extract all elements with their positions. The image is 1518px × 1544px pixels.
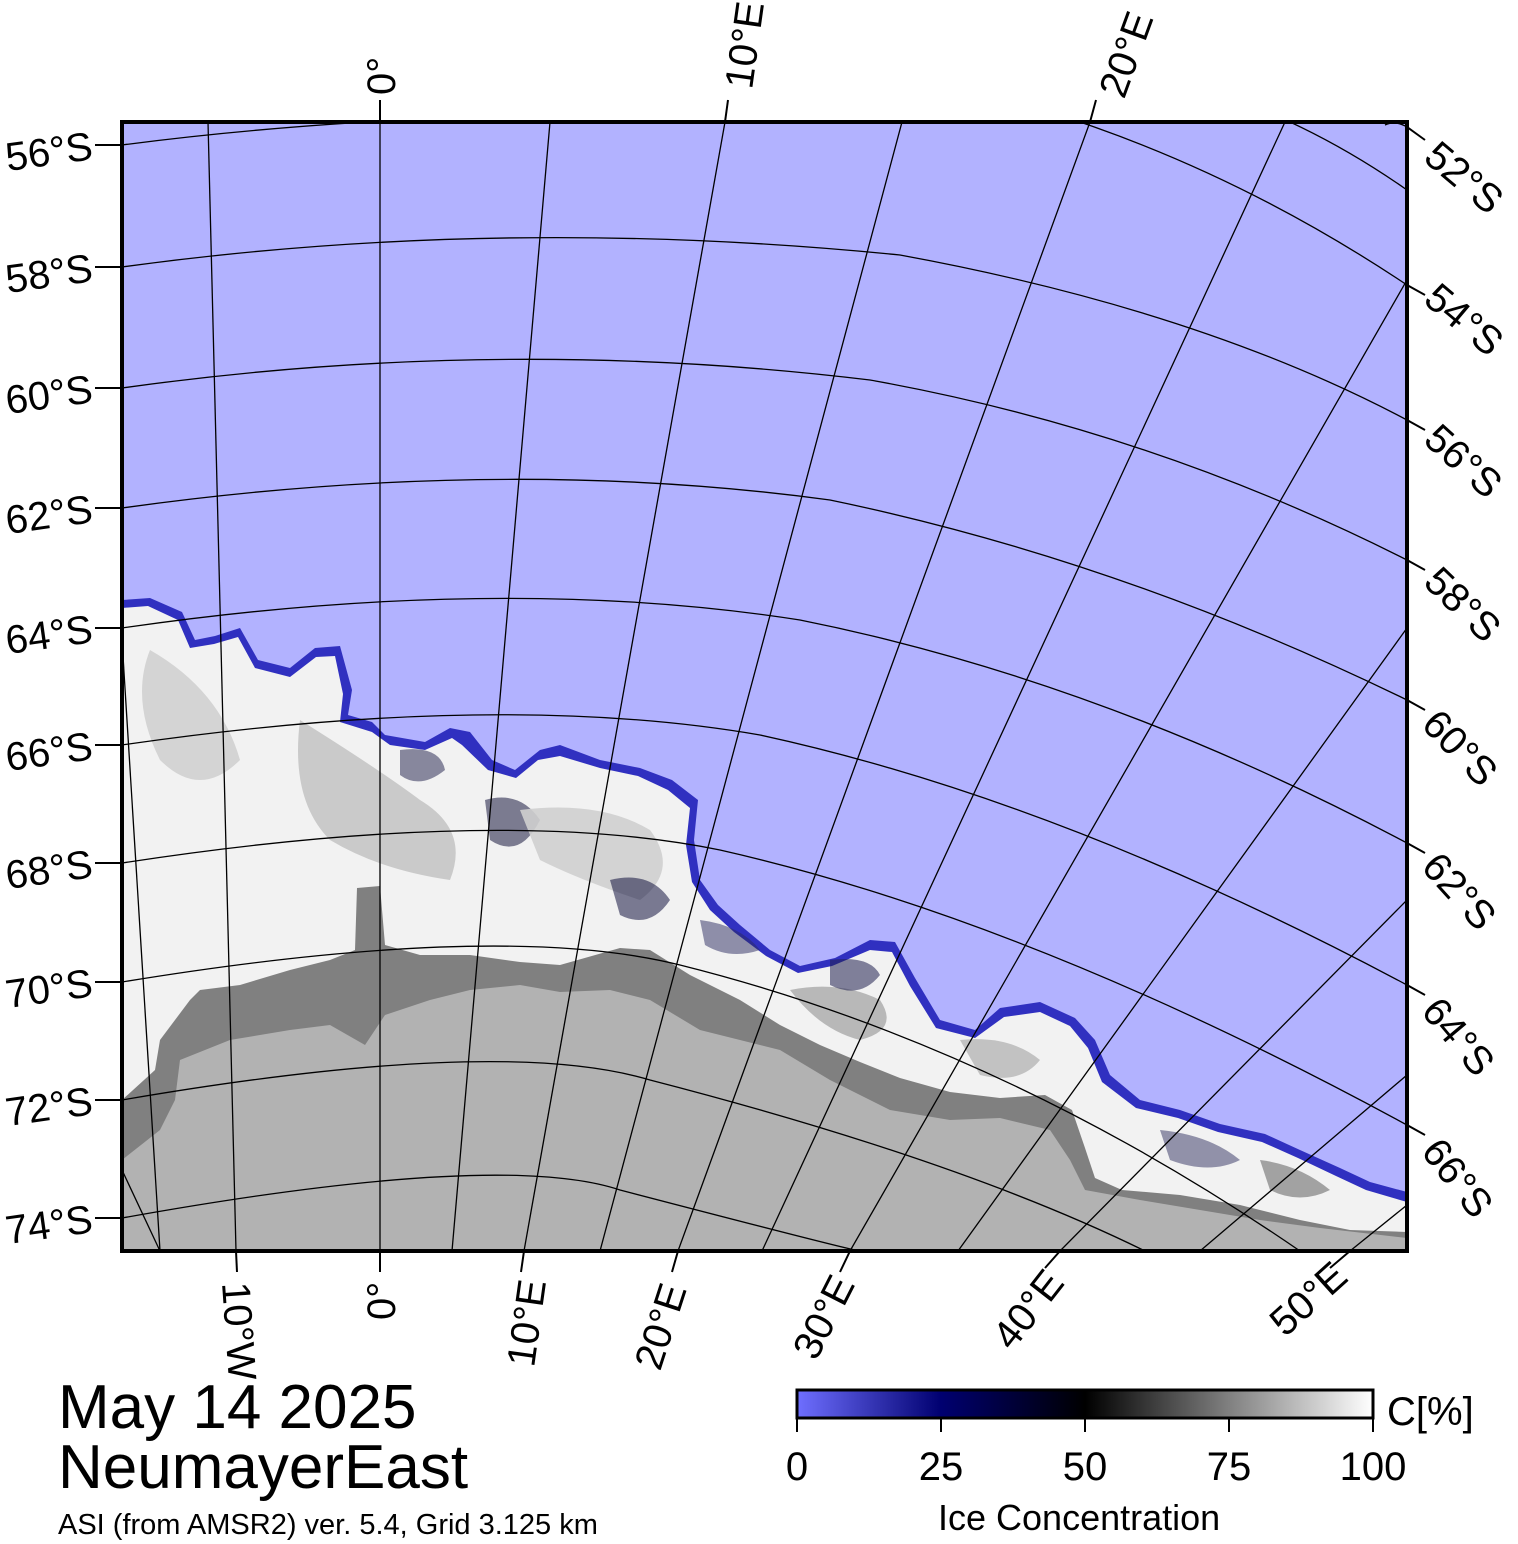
parallel-74S (122, 1174, 861, 1251)
lat-label-64S: 64°S (3, 607, 95, 663)
lon-label-30E: 30°E (785, 1268, 864, 1366)
map-frame (120, 120, 1409, 1253)
graticule (122, 122, 1407, 1251)
meridian-15E (599, 122, 903, 1251)
land (122, 985, 1407, 1251)
lon-label-20E-bottom: 20°E (627, 1278, 696, 1375)
parallel-68S (122, 829, 1407, 1126)
date-label: May 14 2025 (58, 1373, 417, 1442)
right-lat-labels: 52°S 54°S 56°S 58°S 60°S 62°S 64°S 66°S (1413, 133, 1511, 1226)
meridian-35E (957, 627, 1407, 1251)
parallel-56S (122, 122, 1407, 286)
bottom-lon-labels: 10°W 0° 10°E 20°E 30°E 40°E 50°E (213, 1254, 1356, 1382)
lat-label-60S: 60°S (3, 367, 95, 423)
lat-label-58S: 58°S (3, 246, 95, 302)
meridian-5E (451, 122, 551, 1251)
parallel-64S (122, 597, 1407, 844)
meridian-45E (1199, 1074, 1407, 1251)
parallel-62S (122, 478, 1407, 701)
lat-label-62S-right: 62°S (1413, 845, 1504, 939)
parallel-66S (122, 714, 1407, 986)
colorbar-tick-25: 25 (919, 1445, 964, 1489)
colorbar-tick-100: 100 (1340, 1445, 1407, 1489)
colorbar-tick-0: 0 (786, 1445, 808, 1489)
lat-label-62S: 62°S (3, 487, 95, 543)
colorbar-gradient (795, 1388, 1375, 1420)
meridian-50E (1349, 1204, 1407, 1251)
meridian-5W (122, 1169, 161, 1251)
top-lon-labels: 0° 10°E 20°E (360, 0, 1162, 103)
meridian-25E (761, 122, 1286, 1251)
tick-marks (95, 99, 1426, 1273)
lat-label-68S: 68°S (3, 842, 95, 898)
parallel-70S (122, 945, 1301, 1251)
parallel-54S (1289, 122, 1407, 191)
meridian-20W (122, 639, 161, 1251)
lon-label-50E: 50°E (1262, 1254, 1356, 1345)
lat-label-72S: 72°S (3, 1079, 95, 1135)
lon-label-10W: 10°W (213, 1281, 264, 1382)
map-area (122, 122, 1407, 1251)
meridian-10W (207, 122, 237, 1251)
colorbar-tick-50: 50 (1063, 1445, 1108, 1489)
colorbar-label: Ice Concentration (938, 1497, 1221, 1538)
left-lat-labels: 56°S 58°S 60°S 62°S 64°S 66°S 68°S 70°S … (3, 124, 95, 1253)
meridian-10E (523, 122, 726, 1251)
lat-label-74S: 74°S (3, 1197, 95, 1253)
lon-label-0-top: 0° (360, 57, 404, 95)
source-label: ASI (from AMSR2) ver. 5.4, Grid 3.125 km (58, 1509, 598, 1541)
colorbar: 0 25 50 75 100 C[%] (786, 1388, 1474, 1489)
lat-label-64S-right: 64°S (1413, 990, 1503, 1085)
lat-label-56S: 56°S (3, 124, 95, 180)
meridian-20E (677, 122, 1091, 1251)
lat-label-66S-right: 66°S (1413, 1130, 1501, 1226)
meridian-30E (849, 279, 1407, 1251)
parallel-58S (122, 236, 1407, 421)
lon-label-40E: 40°E (984, 1262, 1072, 1358)
meridian-40E (1059, 899, 1407, 1251)
colorbar-tick-75: 75 (1207, 1445, 1252, 1489)
parallel-60S (122, 358, 1407, 561)
lon-label-0-bottom: 0° (360, 1282, 404, 1320)
lat-label-52S: 52°S (1416, 133, 1511, 223)
lon-label-10E-bottom: 10°E (499, 1277, 555, 1369)
lon-label-20E-top: 20°E (1091, 6, 1162, 103)
lat-label-70S: 70°S (3, 961, 95, 1017)
lat-label-54S: 54°S (1416, 275, 1511, 365)
region-label: NeumayerEast (58, 1433, 469, 1502)
parallel-72S (122, 1060, 1146, 1251)
lon-label-10E-top: 10°E (717, 0, 773, 91)
colorbar-unit: C[%] (1387, 1390, 1474, 1434)
lat-label-56S-right: 56°S (1416, 416, 1510, 507)
lat-label-66S: 66°S (3, 724, 95, 780)
lat-label-58S-right: 58°S (1416, 559, 1509, 651)
lat-label-60S-right: 60°S (1414, 702, 1506, 795)
